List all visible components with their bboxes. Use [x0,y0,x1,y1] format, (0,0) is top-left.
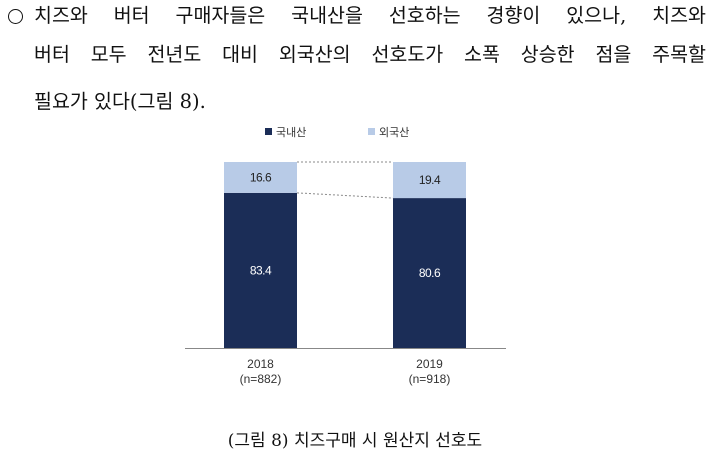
data-label-foreign-1: 16.6 [250,170,272,184]
legend-swatch-2 [368,128,375,135]
data-label-domestic-2: 80.6 [419,266,441,280]
x-tick-label-2-2: (n=918) [409,372,451,386]
connector-line-domestic [296,192,394,199]
origin-preference-chart: 83.4 16.6 2018(n=882) 80.6 19.4 2019(n=918) 국내… [185,126,506,386]
legend-label-2: 외국산 [379,126,409,139]
data-label-domestic-1: 83.4 [250,263,272,277]
bar-domestic-1 [224,192,297,348]
figure-caption: (그림 8) 치즈구매 시 원산지 선호도 [227,431,483,451]
x-tick-label-2-1: 2019 [416,357,443,371]
paragraph-line-2: 버터 모두 전년도 대비 외국산의 선호도가 소폭 상승한 점을 주목할 [34,43,706,66]
paragraph-line-1: 치즈와 버터 구매자들은 국내산을 선호하는 경향이 있으나, 치즈와 [34,4,706,27]
bar-domestic-2 [393,198,466,348]
data-label-foreign-2: 19.4 [419,173,441,187]
bar-foreign-2 [393,162,466,199]
paragraph-line-3: 필요가 있다(그림 8). [34,90,206,113]
legend-swatch-1 [265,128,272,135]
legend-label-1: 국내산 [276,126,306,139]
x-tick-label-1-1: 2018 [247,357,274,371]
circle-bullet-icon [8,9,23,24]
x-tick-label-1-2: (n=882) [240,372,282,386]
bar-foreign-1 [224,162,297,193]
